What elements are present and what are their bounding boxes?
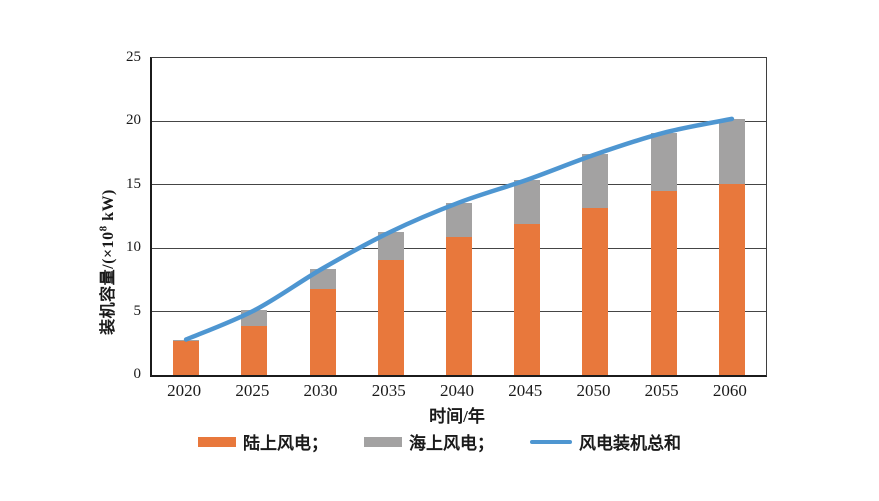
x-tick-label-2025: 2025 [235,381,270,400]
gridline-y-20 [152,120,766,122]
y-tick-label-10: 10 [126,239,141,256]
bar-offshore-2055 [650,132,677,192]
x-tick-label-2045: 2045 [508,381,543,400]
bar-offshore-2045 [514,179,541,225]
x-tick-label-2050: 2050 [576,381,611,400]
x-tick-label-2020: 2020 [167,381,202,400]
plot-area [150,57,767,377]
bars-layer [152,58,766,375]
legend-swatch-bar-0 [198,436,236,447]
bar-onshore-2030 [309,288,336,375]
bar-offshore-2060 [718,118,745,184]
bar-onshore-2045 [514,224,541,375]
x-axis-title: 时间/年 [429,407,485,426]
bar-onshore-2040 [446,236,472,375]
bar-onshore-2020 [173,340,200,375]
x-tick-label-2035: 2035 [371,381,406,400]
legend-label-1: 海上风电； [409,434,494,453]
bar-onshore-2035 [377,259,404,375]
y-tick-label-20: 20 [126,112,141,129]
bar-onshore-2060 [718,183,745,375]
legend-item-0: 陆上风电； [198,429,328,454]
bar-offshore-2050 [582,154,609,208]
total-capacity-line [183,116,735,342]
y-tick-label-5: 5 [133,302,142,319]
legend-item-2: 风电装机总和 [530,429,681,454]
bar-onshore-2050 [582,207,609,375]
total-line-layer [183,116,735,342]
bar-onshore-2025 [241,325,268,375]
legend: 陆上风电； 海上风电； 风电装机总和 [0,429,879,454]
x-tick-label-2040: 2040 [440,381,474,400]
x-tick-label-2055: 2055 [644,381,679,400]
bar-onshore-2055 [650,191,677,375]
x-tick-label-2060: 2060 [712,381,747,400]
legend-item-1: 海上风电； [364,429,494,454]
x-tick-label-2030: 2030 [303,381,338,400]
y-tick-label-0: 0 [133,366,142,382]
legend-label-2: 风电装机总和 [579,434,681,453]
legend-label-0: 陆上风电； [243,434,328,453]
gridline-y-15 [152,184,766,186]
legend-swatch-bar-1 [364,436,402,447]
y-axis-title-suffix: kW) [100,189,117,226]
legend-swatch-line-2 [530,439,572,444]
y-tick-label-25: 25 [126,49,141,65]
y-tick-label-15: 15 [126,175,141,192]
y-axis-title-superscript: 8 [97,225,110,232]
